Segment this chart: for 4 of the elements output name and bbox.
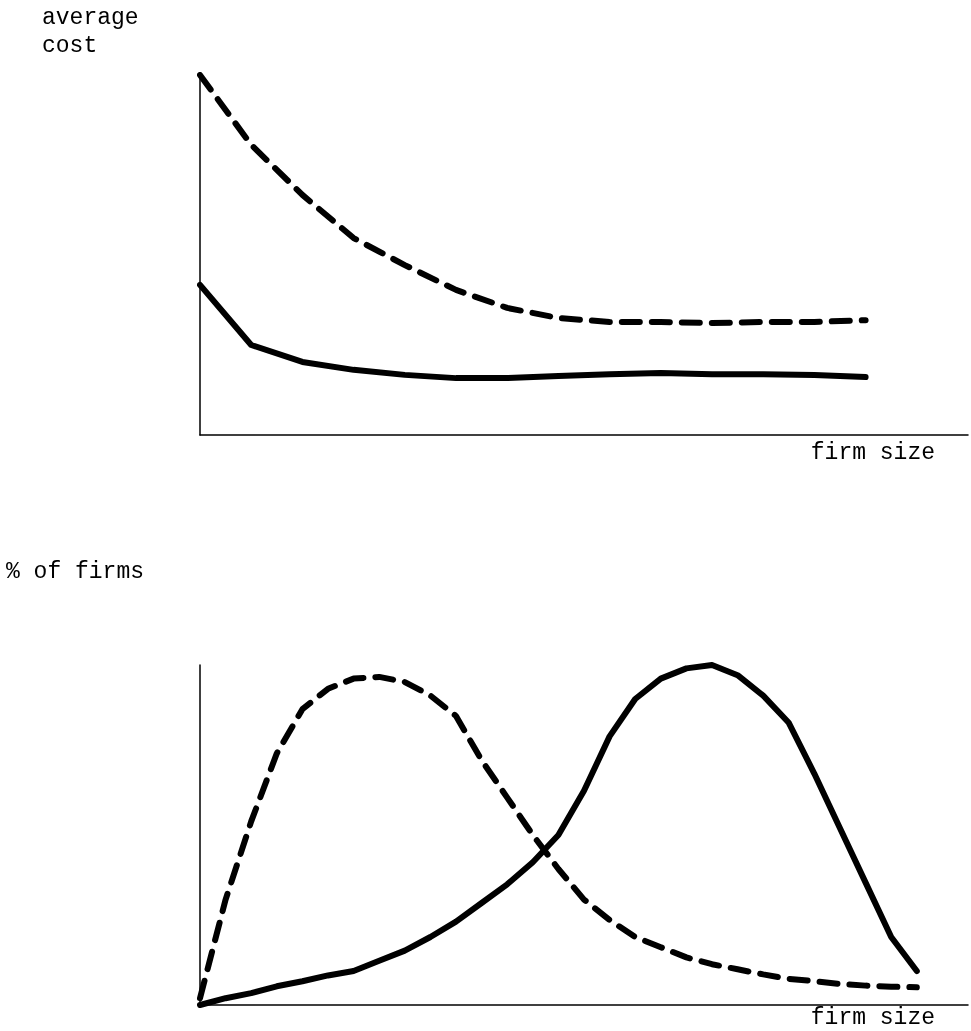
x-axis-title: firm size: [810, 1004, 936, 1031]
y-axis-title: % of firms: [6, 559, 145, 585]
x-axis-title: firm size: [810, 439, 936, 466]
y-axis-title: average cost: [42, 5, 139, 59]
